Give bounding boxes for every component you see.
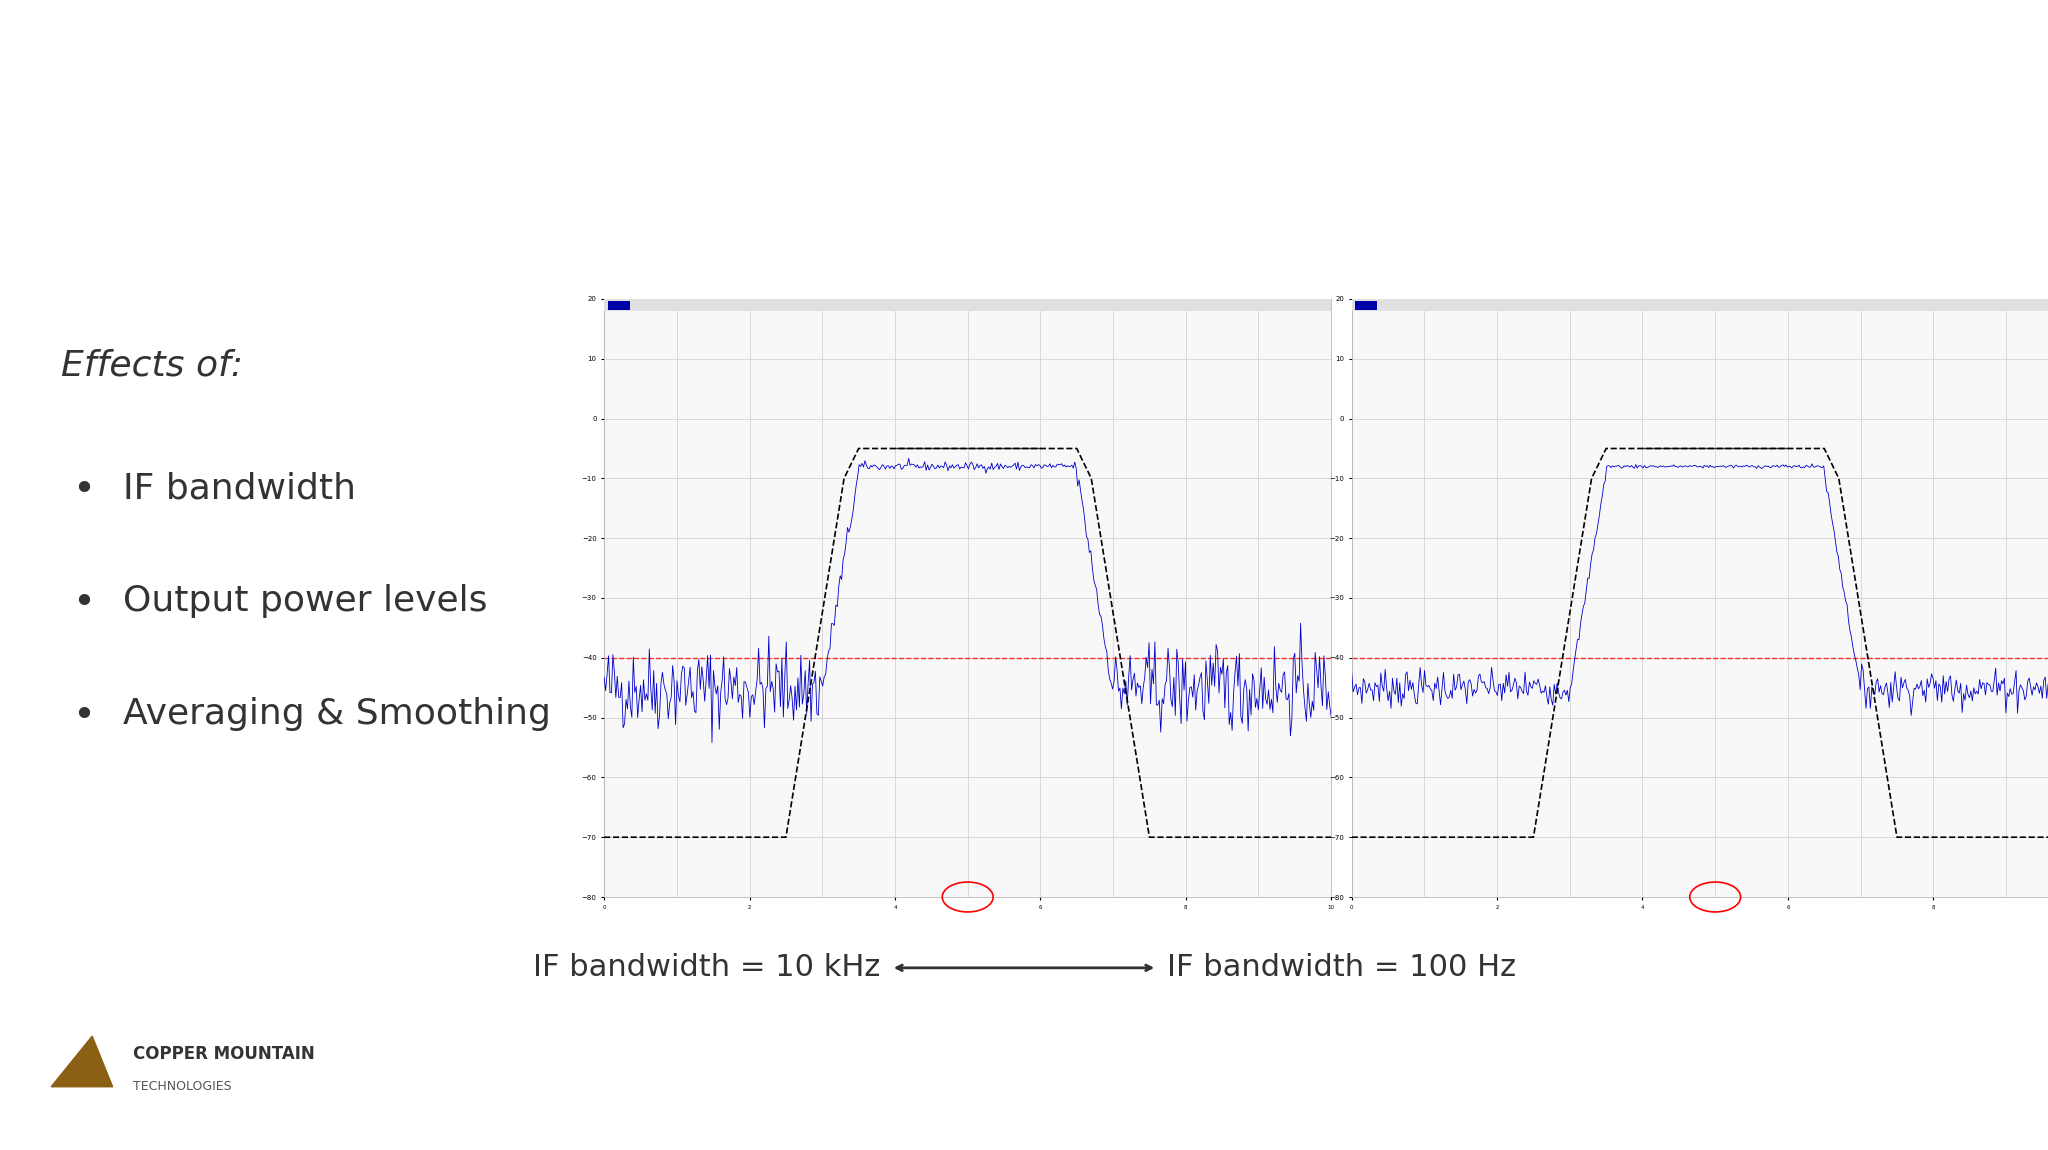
- Text: Effects of:: Effects of:: [61, 348, 244, 383]
- Text: Output power levels: Output power levels: [123, 584, 487, 619]
- Text: OPTIMIZE MEASUREMENTS: OPTIMIZE MEASUREMENTS: [61, 85, 1153, 154]
- Text: IF bandwidth = 100 Hz: IF bandwidth = 100 Hz: [1167, 953, 1516, 982]
- Text: •: •: [72, 472, 94, 509]
- Bar: [608, 301, 629, 309]
- Text: •: •: [72, 697, 94, 735]
- Text: TECHNOLOGIES: TECHNOLOGIES: [133, 1080, 231, 1094]
- Text: IF bandwidth: IF bandwidth: [123, 472, 356, 505]
- Text: COPPER MOUNTAIN: COPPER MOUNTAIN: [133, 1045, 315, 1063]
- Text: •: •: [72, 584, 94, 622]
- Text: Averaging & Smoothing: Averaging & Smoothing: [123, 697, 551, 731]
- Polygon shape: [51, 1036, 113, 1087]
- Text: IF bandwidth = 10 kHz: IF bandwidth = 10 kHz: [532, 953, 881, 982]
- Bar: [1352, 299, 2048, 310]
- Bar: [604, 299, 1331, 310]
- Bar: [1356, 301, 1376, 309]
